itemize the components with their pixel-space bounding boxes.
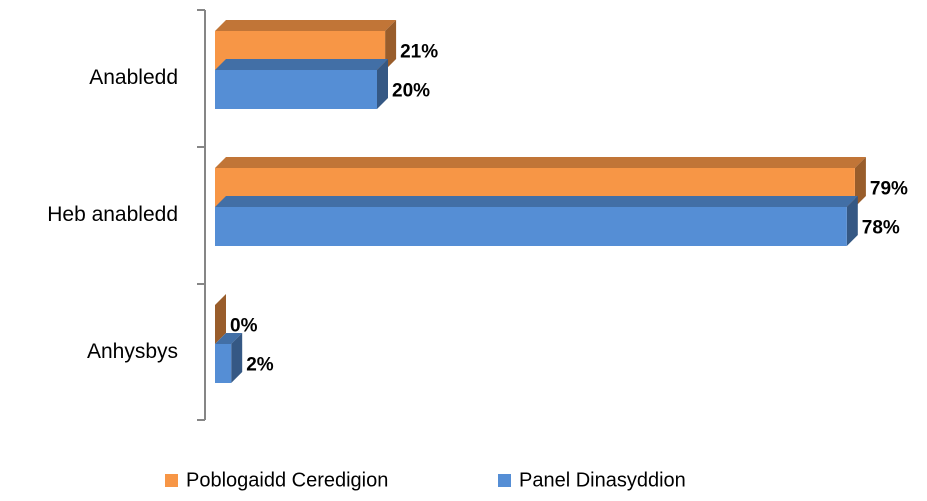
value-label: 20%	[392, 81, 430, 102]
bar-side	[377, 59, 388, 109]
legend-swatch	[165, 474, 178, 487]
bar-side	[854, 157, 866, 207]
category-axis	[197, 9, 206, 421]
value-label: 0%	[230, 316, 258, 337]
bar	[215, 59, 388, 109]
bar-side	[215, 294, 226, 344]
category-label: Heb anabledd	[47, 203, 178, 226]
bar	[215, 294, 226, 344]
legend-label: Panel Dinasyddion	[519, 469, 686, 491]
bar-top	[215, 333, 243, 344]
legend-label: Poblogaidd Ceredigion	[186, 469, 388, 491]
value-label: 2%	[246, 355, 274, 376]
bar-top	[215, 157, 866, 168]
category-label: Anhysbys	[87, 340, 178, 363]
bar-top	[215, 196, 858, 207]
category-label: Anabledd	[89, 66, 178, 89]
legend-swatch	[498, 474, 511, 487]
value-label: 21%	[400, 42, 438, 63]
bar-top	[215, 20, 397, 31]
value-label: 78%	[862, 218, 900, 239]
bar-top	[215, 59, 388, 70]
bar-front	[215, 70, 377, 109]
value-label: 79%	[870, 179, 908, 200]
bar	[215, 196, 858, 246]
bar-side	[846, 196, 858, 246]
bar-front	[215, 207, 847, 246]
bar-side	[385, 20, 397, 70]
bar	[215, 333, 243, 383]
bar-front	[215, 344, 232, 383]
bar-side	[231, 333, 243, 383]
